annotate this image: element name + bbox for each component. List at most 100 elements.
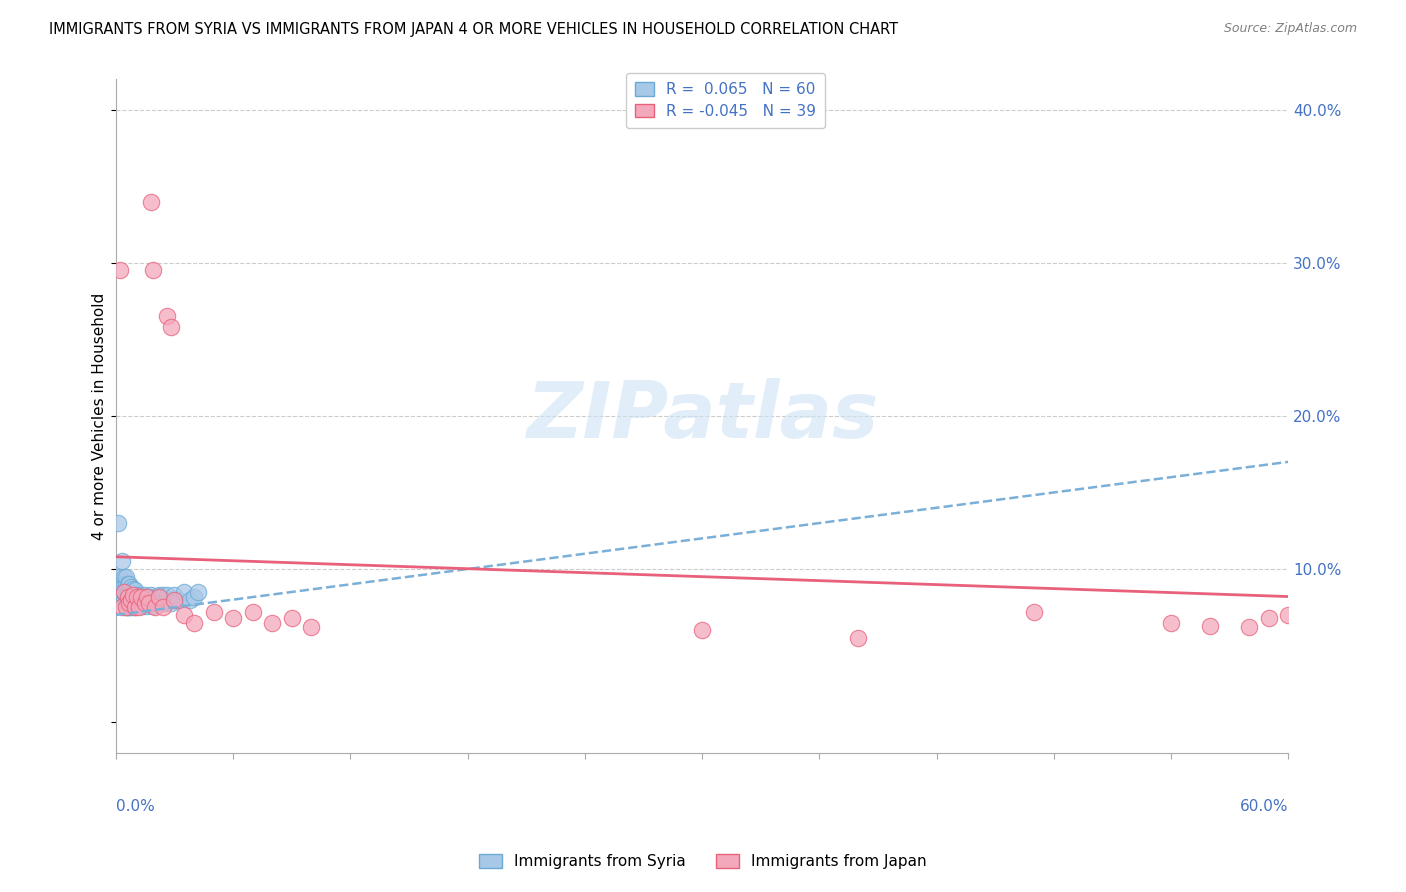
Point: [1199, 618, 1222, 632]
Text: Source: ZipAtlas.com: Source: ZipAtlas.com: [1223, 22, 1357, 36]
Point: [128, 600, 150, 615]
Point: [690, 624, 713, 638]
Text: ZIPatlas: ZIPatlas: [526, 378, 879, 454]
Point: [146, 596, 169, 610]
Point: [163, 588, 186, 602]
Point: [129, 596, 152, 610]
Point: [108, 569, 131, 583]
Point: [202, 605, 225, 619]
Point: [183, 590, 205, 604]
Point: [112, 569, 135, 583]
Point: [183, 615, 205, 630]
Point: [299, 620, 322, 634]
Point: [107, 516, 129, 530]
Point: [128, 590, 150, 604]
Point: [143, 590, 166, 604]
Point: [152, 588, 174, 602]
Point: [1024, 605, 1046, 619]
Point: [127, 590, 149, 604]
Point: [156, 588, 179, 602]
Point: [148, 590, 170, 604]
Point: [111, 577, 134, 591]
Point: [179, 592, 201, 607]
Point: [142, 263, 165, 277]
Point: [153, 596, 176, 610]
Point: [173, 585, 195, 599]
Point: [156, 310, 179, 324]
Point: [112, 585, 135, 599]
Legend: Immigrants from Syria, Immigrants from Japan: Immigrants from Syria, Immigrants from J…: [472, 848, 934, 875]
Point: [127, 596, 149, 610]
Point: [139, 588, 162, 602]
Point: [138, 590, 160, 604]
Point: [1160, 615, 1182, 630]
Text: IMMIGRANTS FROM SYRIA VS IMMIGRANTS FROM JAPAN 4 OR MORE VEHICLES IN HOUSEHOLD C: IMMIGRANTS FROM SYRIA VS IMMIGRANTS FROM…: [49, 22, 898, 37]
Point: [148, 588, 170, 602]
Point: [120, 580, 142, 594]
Point: [111, 554, 134, 568]
Point: [128, 599, 150, 613]
Point: [173, 607, 195, 622]
Point: [111, 585, 134, 599]
Point: [117, 577, 139, 591]
Y-axis label: 4 or more Vehicles in Household: 4 or more Vehicles in Household: [93, 293, 107, 540]
Point: [163, 592, 186, 607]
Point: [159, 320, 181, 334]
Point: [114, 577, 136, 591]
Point: [139, 194, 162, 209]
Point: [117, 592, 139, 607]
Point: [142, 599, 165, 613]
Point: [122, 588, 145, 602]
Point: [118, 596, 141, 610]
Point: [1277, 607, 1299, 622]
Point: [111, 600, 134, 615]
Point: [114, 600, 136, 615]
Point: [118, 600, 141, 615]
Point: [134, 596, 156, 610]
Point: [112, 585, 135, 599]
Point: [122, 596, 145, 610]
Point: [127, 588, 149, 602]
Point: [1257, 611, 1279, 625]
Point: [149, 596, 172, 610]
Legend: R =  0.065   N = 60, R = -0.045   N = 39: R = 0.065 N = 60, R = -0.045 N = 39: [626, 73, 825, 128]
Point: [187, 585, 209, 599]
Point: [118, 592, 141, 607]
Point: [112, 592, 135, 607]
Point: [129, 588, 152, 602]
Point: [117, 600, 139, 615]
Point: [132, 599, 155, 613]
Point: [124, 600, 146, 615]
Point: [134, 596, 156, 610]
Point: [280, 611, 302, 625]
Point: [114, 569, 136, 583]
Point: [132, 590, 155, 604]
Point: [129, 590, 152, 604]
Point: [120, 600, 142, 615]
Point: [118, 585, 141, 599]
Point: [242, 605, 264, 619]
Point: [124, 592, 146, 607]
Point: [114, 592, 136, 607]
Point: [159, 596, 181, 610]
Point: [112, 577, 135, 591]
Point: [122, 582, 145, 596]
Point: [262, 615, 284, 630]
Point: [124, 583, 146, 598]
Point: [848, 631, 870, 645]
Point: [114, 600, 136, 615]
Point: [134, 588, 156, 602]
Point: [120, 592, 142, 607]
Point: [108, 263, 131, 277]
Text: 60.0%: 60.0%: [1240, 798, 1288, 814]
Point: [167, 592, 190, 607]
Point: [143, 600, 166, 615]
Point: [122, 590, 145, 604]
Point: [118, 577, 141, 591]
Text: 0.0%: 0.0%: [115, 798, 155, 814]
Point: [152, 600, 174, 615]
Point: [138, 596, 160, 610]
Point: [117, 590, 139, 604]
Point: [124, 600, 146, 615]
Point: [117, 585, 139, 599]
